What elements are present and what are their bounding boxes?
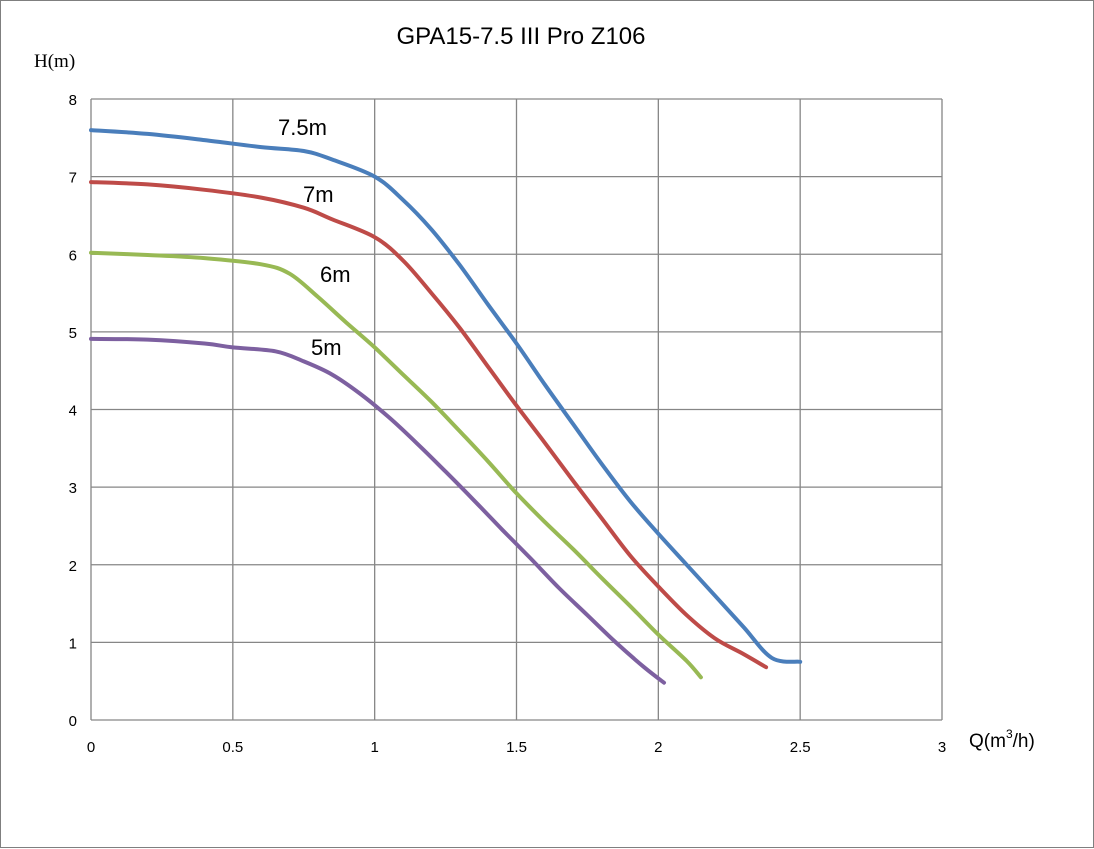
x-tick-label: 3 [938,739,946,756]
x-tick-label: 2.5 [790,739,811,756]
x-axis-label-superscript: 3 [1006,727,1013,741]
y-tick-label: 5 [69,325,77,342]
x-tick-label: 0 [87,739,95,756]
chart-title: GPA15-7.5 III Pro Z106 [396,23,645,50]
y-tick-label: 2 [69,558,77,575]
x-tick-label: 1.5 [506,739,527,756]
curve-label-6m: 6m [320,262,351,287]
tick-labels: 0 0.5 1 1.5 2 2.5 3 0 1 2 3 4 5 6 7 8 [69,92,947,756]
series-line-5m [89,336,666,685]
x-axis-label-base: Q(m [969,731,1006,752]
y-tick-label: 3 [69,480,77,497]
curve-label-5m: 5m [311,335,342,360]
x-axis-label-tail: /h) [1013,731,1035,752]
y-tick-label: 4 [69,403,77,420]
y-tick-label: 1 [69,635,77,652]
series-line-7m [89,180,769,670]
y-tick-label: 6 [69,247,77,264]
curve-label-7-5m: 7.5m [278,115,327,140]
grid [90,98,943,721]
curve-labels: 7.5m 7m 6m 5m [278,115,351,360]
series-line-7-5m [89,128,803,664]
series-lines [89,128,803,685]
y-axis-label: H(m) [34,51,75,72]
series-line-6m [89,250,703,680]
y-tick-label: 8 [69,92,77,109]
curve-label-7m: 7m [303,182,334,207]
x-axis-label: Q(m3/h) [969,727,1035,752]
y-tick-label: 7 [69,170,77,187]
x-tick-label: 0.5 [222,739,243,756]
x-tick-label: 2 [654,739,662,756]
x-tick-label: 1 [370,739,378,756]
y-tick-label: 0 [69,713,77,730]
